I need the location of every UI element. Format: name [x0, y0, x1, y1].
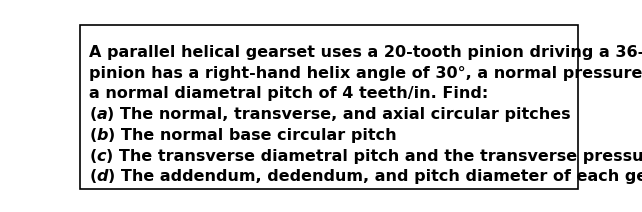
- Text: ) The addendum, dedendum, and pitch diameter of each gear: ) The addendum, dedendum, and pitch diam…: [108, 169, 642, 184]
- Text: ) The normal, transverse, and axial circular pitches: ) The normal, transverse, and axial circ…: [107, 107, 571, 122]
- Text: c: c: [96, 149, 106, 164]
- Text: (: (: [89, 169, 96, 184]
- Text: (: (: [89, 149, 96, 164]
- Text: ) The normal base circular pitch: ) The normal base circular pitch: [108, 128, 397, 143]
- Text: (: (: [89, 107, 96, 122]
- Text: pinion has a right-hand helix angle of 30°, a normal pressure angle of 25°, and: pinion has a right-hand helix angle of 3…: [89, 66, 642, 81]
- Text: ) The transverse diametral pitch and the transverse pressure angle: ) The transverse diametral pitch and the…: [106, 149, 642, 164]
- FancyBboxPatch shape: [80, 25, 578, 189]
- Text: A parallel helical gearset uses a 20-tooth pinion driving a 36-tooth gear. The: A parallel helical gearset uses a 20-too…: [89, 45, 642, 60]
- Text: (: (: [89, 128, 96, 143]
- Text: a: a: [96, 107, 107, 122]
- Text: d: d: [96, 169, 108, 184]
- Text: b: b: [96, 128, 108, 143]
- Text: a normal diametral pitch of 4 teeth/in. Find:: a normal diametral pitch of 4 teeth/in. …: [89, 86, 489, 102]
